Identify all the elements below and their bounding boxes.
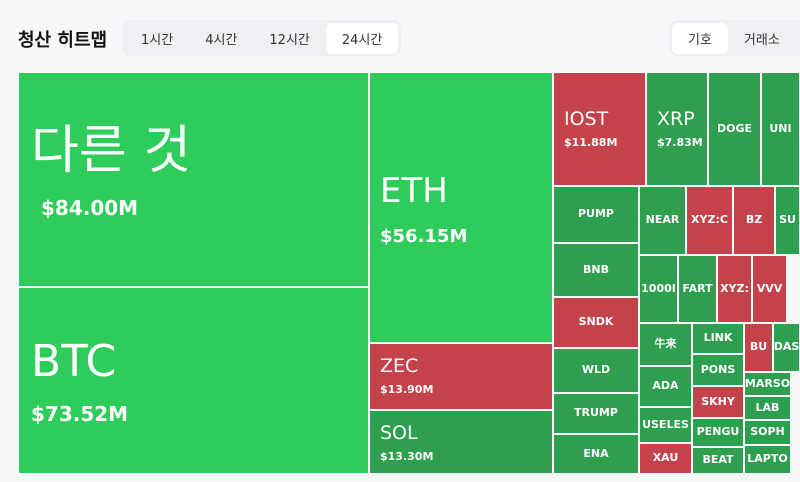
tile-label: WLD <box>581 363 611 377</box>
tile[interactable]: SOPH <box>744 420 791 445</box>
tile[interactable]: 牛来 <box>639 323 692 366</box>
tile[interactable]: BEAT <box>692 447 744 474</box>
tile[interactable]: BU <box>744 323 773 372</box>
tile-label: UNI <box>769 121 792 135</box>
tile-label: XAU <box>652 451 679 465</box>
time-tab[interactable]: 24시간 <box>325 22 399 54</box>
tile-label: LINK <box>703 331 733 345</box>
tile-label: IOST <box>564 108 609 130</box>
tile-label: SKHY <box>701 394 735 408</box>
tile-label: LAB <box>755 400 780 414</box>
tile[interactable]: ZEC $13.90M <box>369 343 553 410</box>
tile-label: USELES <box>642 417 689 431</box>
tile[interactable]: SOL $13.30M <box>369 410 553 474</box>
tile-label: 1000I <box>641 281 676 295</box>
tile[interactable]: ETH $56.15M <box>369 72 553 343</box>
tile-value: $84.00M <box>41 196 139 221</box>
tile-label: SOPH <box>750 425 785 439</box>
tile-label: PUMP <box>577 207 614 221</box>
tile[interactable]: VVV <box>752 255 787 323</box>
tile-label: SNDK <box>578 315 614 329</box>
tile[interactable]: PONS <box>692 354 744 386</box>
time-tab[interactable]: 4시간 <box>205 32 238 48</box>
tile[interactable]: XAU <box>639 443 692 474</box>
tile[interactable]: USELES <box>639 407 692 443</box>
tile-label: PONS <box>700 362 736 376</box>
tile[interactable]: XRP $7.83M <box>646 72 708 186</box>
tile-label: ZEC <box>380 355 419 377</box>
tile-label: ENA <box>583 446 609 460</box>
tile-label: SU <box>779 213 796 227</box>
tile-value: $56.15M <box>380 226 468 248</box>
tile-label: XYZ: <box>720 281 749 295</box>
tile[interactable]: PUMP <box>553 186 639 243</box>
time-tabs: 1시간 4시간 12시간 24시간 <box>122 20 402 56</box>
tile-label: BTC <box>31 336 117 387</box>
tile[interactable]: TRUMP <box>553 393 639 434</box>
tile[interactable]: MARSO <box>744 372 791 396</box>
tile[interactable]: 다른 것 $84.00M <box>18 72 369 287</box>
group-tabs: 기호 거래소 <box>669 20 800 56</box>
tile[interactable]: NEAR <box>639 186 686 255</box>
tile[interactable]: ENA <box>553 434 639 474</box>
time-tab[interactable]: 12시간 <box>269 32 310 48</box>
group-tab[interactable]: 기호 <box>672 22 728 54</box>
tile[interactable]: DAS <box>773 323 800 372</box>
tile-label: SOL <box>380 422 418 444</box>
tile-value: $7.83M <box>657 135 703 149</box>
time-tab[interactable]: 1시간 <box>141 32 174 48</box>
group-tab[interactable]: 거래소 <box>743 32 780 48</box>
tile[interactable]: UNI <box>761 72 800 186</box>
tile-label: VVV <box>756 281 783 295</box>
tile[interactable]: XYZ:C <box>686 186 733 255</box>
tile[interactable]: IOST $11.88M <box>553 72 646 186</box>
tile[interactable]: SNDK <box>553 297 639 348</box>
tile-label: ETH <box>380 171 448 211</box>
tile-label: DOGE <box>716 121 753 135</box>
tile-label: FART <box>682 281 713 295</box>
tile-value: $13.90M <box>380 382 434 396</box>
tile-label: TRUMP <box>574 406 618 420</box>
tile[interactable]: PENGU <box>692 418 744 447</box>
tile[interactable]: ADA <box>639 366 692 407</box>
tile-label: NEAR <box>645 213 680 227</box>
tile-label: 다른 것 <box>31 121 192 181</box>
tile[interactable]: WLD <box>553 348 639 393</box>
tile[interactable]: SKHY <box>692 386 744 418</box>
tile-value: $13.30M <box>380 449 434 463</box>
tile-label: LAPTO <box>747 452 788 466</box>
tile[interactable]: FART <box>678 255 717 323</box>
tile-label: ADA <box>652 379 679 393</box>
tile-label: BNB <box>583 262 609 276</box>
tile[interactable]: BZ <box>733 186 775 255</box>
tile-label: MARSO <box>744 376 791 390</box>
tile-label: PENGU <box>696 425 740 439</box>
tile[interactable]: DOGE <box>708 72 761 186</box>
tile-label: BEAT <box>702 453 734 467</box>
tile[interactable]: LAPTO <box>744 445 791 474</box>
tile-value: $11.88M <box>564 135 618 149</box>
tile-label: BU <box>749 340 768 354</box>
tile-value: $73.52M <box>31 402 129 427</box>
tile-label: XRP <box>657 108 695 130</box>
page-title: 청산 히트맵 <box>18 30 108 51</box>
tile-label: DAS <box>773 340 800 354</box>
tile[interactable]: 1000I <box>639 255 678 323</box>
tile-label: BZ <box>745 213 763 227</box>
tile-label: XYZ:C <box>691 213 728 227</box>
tile[interactable]: SU <box>775 186 800 255</box>
tile[interactable]: BNB <box>553 243 639 297</box>
tile[interactable]: LINK <box>692 323 744 354</box>
tile[interactable]: BTC $73.52M <box>18 287 369 474</box>
tile[interactable]: LAB <box>744 396 791 420</box>
tile-label: 牛来 <box>654 337 677 351</box>
tile[interactable]: XYZ: <box>717 255 752 323</box>
